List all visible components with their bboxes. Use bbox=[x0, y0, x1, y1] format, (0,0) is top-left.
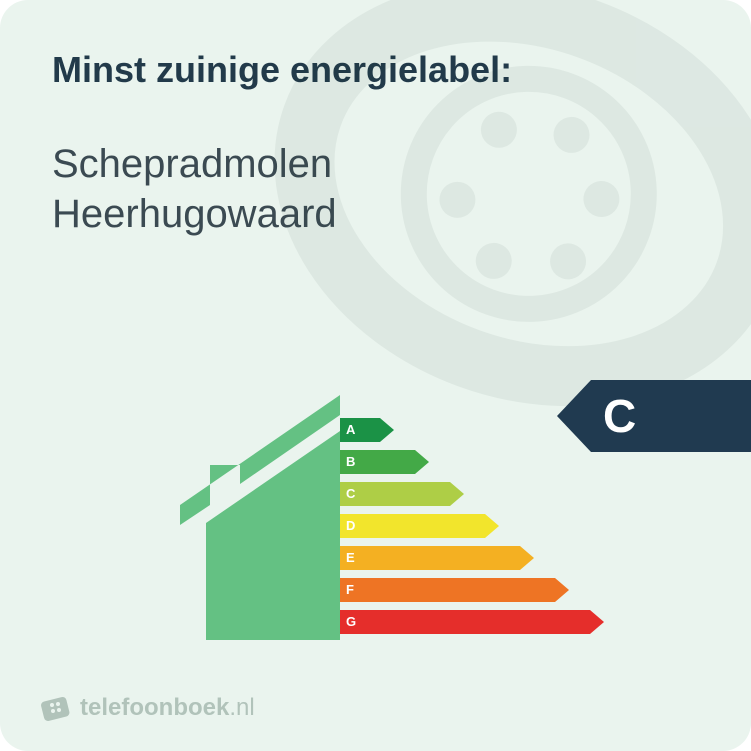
energy-label-card: Minst zuinige energielabel: Schepradmole… bbox=[0, 0, 751, 751]
badge-letter: C bbox=[603, 389, 636, 443]
bar-label-e: E bbox=[346, 546, 355, 570]
subtitle-line-1: Schepradmolen bbox=[52, 139, 699, 189]
brand-phone-icon bbox=[40, 693, 70, 723]
bar-label-a: A bbox=[346, 418, 355, 442]
brand-name: telefoonboek bbox=[80, 694, 229, 721]
bar-label-d: D bbox=[346, 514, 355, 538]
bar-label-g: G bbox=[346, 610, 356, 634]
bar-label-c: C bbox=[346, 482, 355, 506]
subtitle-line-2: Heerhugowaard bbox=[52, 189, 699, 239]
house-icon bbox=[180, 395, 340, 640]
card-title: Minst zuinige energielabel: bbox=[52, 48, 699, 91]
badge-body: C bbox=[591, 380, 751, 452]
card-subtitle: Schepradmolen Heerhugowaard bbox=[52, 139, 699, 239]
brand: telefoonboek.nl bbox=[40, 693, 255, 723]
bar-label-b: B bbox=[346, 450, 355, 474]
rating-badge: C bbox=[557, 380, 751, 452]
brand-tld: .nl bbox=[229, 694, 254, 721]
badge-arrow-icon bbox=[557, 380, 591, 452]
bar-label-f: F bbox=[346, 578, 354, 602]
brand-text: telefoonboek.nl bbox=[80, 694, 255, 722]
